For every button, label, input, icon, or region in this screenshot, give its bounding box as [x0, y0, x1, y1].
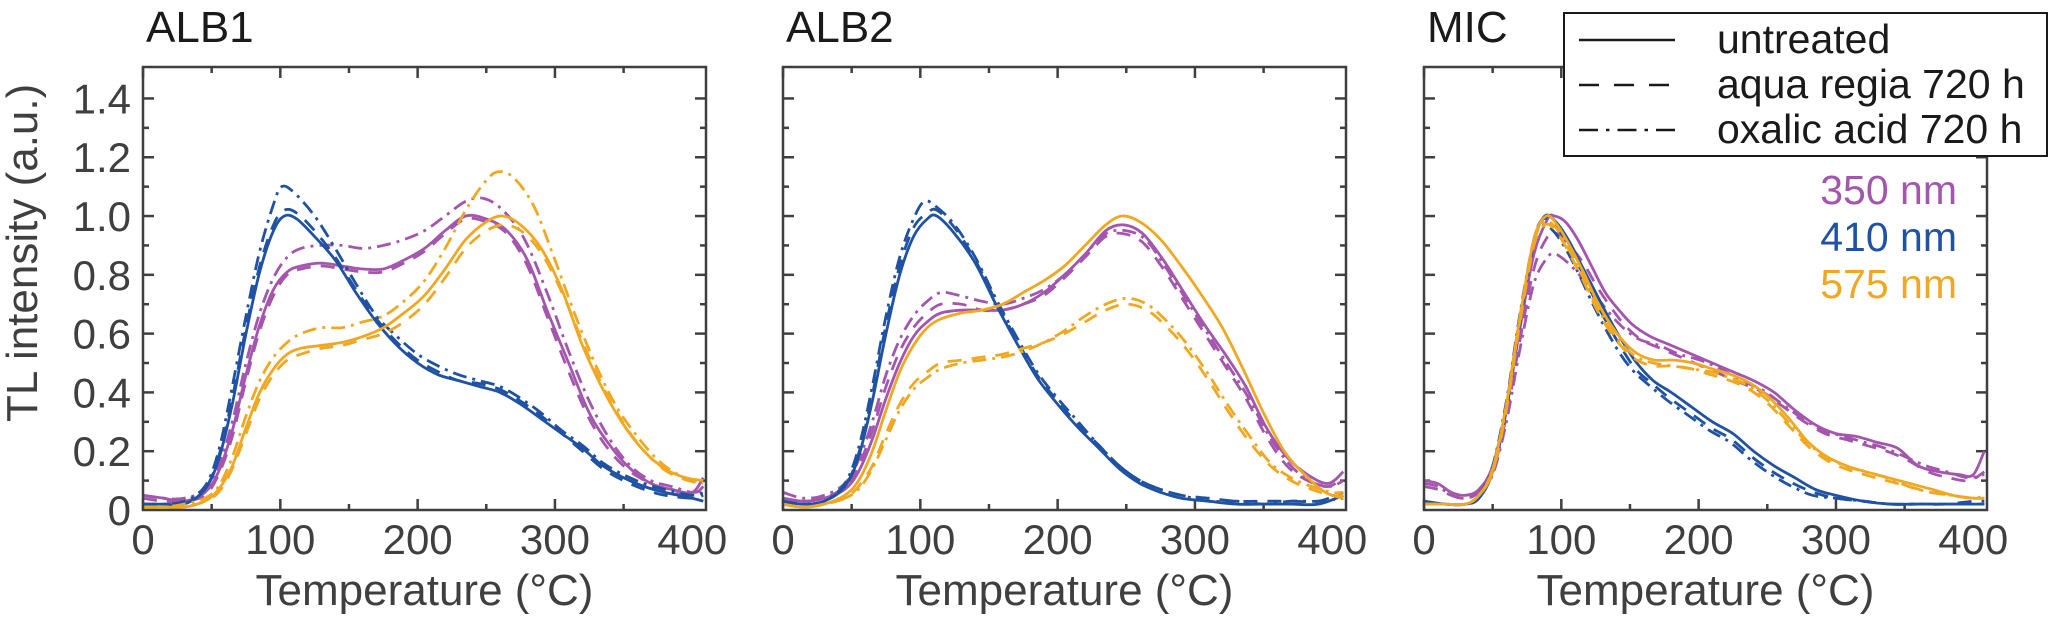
series-575nm-dashed — [1424, 222, 1985, 507]
series-350nm-dashdot — [782, 228, 1344, 500]
panel-title-alb2: ALB2 — [786, 3, 894, 52]
series-350nm-solid — [142, 213, 705, 503]
x-axis-label-alb1: Temperature (°C) — [255, 566, 594, 615]
x-tick-label: 400 — [1938, 516, 2008, 563]
series-410nm-dashed — [1423, 216, 1985, 507]
y-tick-label: 0.8 — [73, 252, 131, 299]
legend-label-untreated: untreated — [1717, 16, 1891, 62]
series-575nm-dashdot — [1424, 219, 1985, 507]
series-350nm-dashed — [782, 231, 1345, 503]
y-tick-label: 0.6 — [73, 311, 131, 358]
x-tick-label: 100 — [245, 516, 315, 563]
legend-label-oxalic-acid: oxalic acid 720 h — [1717, 106, 2023, 152]
x-tick-label: 100 — [885, 516, 955, 563]
series-410nm-solid — [782, 213, 1344, 507]
axes-box — [781, 65, 1348, 512]
series-575nm-dashed — [143, 223, 704, 509]
x-tick-label: 300 — [1801, 516, 1871, 563]
series-410nm-dashed — [143, 207, 704, 507]
series-group — [142, 170, 705, 509]
series-group — [1423, 213, 1986, 507]
x-tick-label: 100 — [1526, 516, 1596, 563]
legend-item-aqua-regia: aqua regia 720 h — [1577, 62, 2046, 107]
legend-item-untreated: untreated — [1577, 17, 2046, 62]
panel-mic: 0 100 200 300 400 — [1412, 65, 2008, 563]
series-350nm-solid — [782, 223, 1345, 503]
axes-box — [141, 65, 708, 512]
series-410nm-dashdot — [142, 184, 704, 506]
series-410nm-dashdot — [782, 199, 1344, 506]
panel-alb2: 0 100 200 300 400 — [771, 65, 1367, 563]
y-tick-label: 0.4 — [73, 369, 131, 416]
panel-title-mic: MIC — [1427, 3, 1508, 52]
x-axis-label-alb2: Temperature (°C) — [895, 566, 1234, 615]
wavelength-label-410nm: 410 nm — [1820, 214, 1957, 260]
solid-line-icon — [1579, 38, 1675, 41]
dashed-line-icon — [1579, 83, 1675, 86]
wavelength-label-350nm: 350 nm — [1820, 167, 1957, 213]
series-350nm-dashed — [142, 216, 705, 504]
x-tick-label: 200 — [383, 516, 453, 563]
x-tick-label: 300 — [520, 516, 590, 563]
series-410nm-dashed — [782, 207, 1344, 506]
series-350nm-dashdot — [142, 196, 704, 501]
x-tick-label: 200 — [1023, 516, 1093, 563]
series-350nm-dashdot — [1423, 252, 1985, 500]
y-tick-label: 1.2 — [73, 134, 131, 181]
series-575nm-solid — [782, 214, 1344, 509]
y-axis-label: TL intensity (a.u.) — [0, 83, 47, 422]
legend-item-oxalic-acid: oxalic acid 720 h — [1577, 107, 2046, 152]
x-axis-label-mic: Temperature (°C) — [1536, 566, 1875, 615]
x-tick-label: 0 — [131, 516, 154, 563]
x-tick-label: 400 — [1297, 516, 1367, 563]
y-tick-label: 0.2 — [73, 428, 131, 475]
x-tick-label: 300 — [1160, 516, 1230, 563]
y-tick-label: 0 — [108, 487, 131, 534]
x-tick-label: 0 — [1412, 516, 1435, 563]
wavelength-label-575nm: 575 nm — [1820, 261, 1957, 307]
legend: untreated aqua regia 720 h oxalic acid 7… — [1563, 12, 2048, 157]
series-group — [782, 199, 1345, 509]
dashdot-line-icon — [1579, 128, 1675, 131]
y-tick-label: 1.0 — [73, 193, 131, 240]
series-575nm-dashdot — [142, 170, 704, 509]
series-575nm-dashdot — [782, 296, 1344, 509]
panel-title-alb1: ALB1 — [146, 3, 254, 52]
legend-label-aqua-regia: aqua regia 720 h — [1717, 61, 2025, 107]
x-tick-label: 400 — [657, 516, 727, 563]
x-tick-label: 200 — [1664, 516, 1734, 563]
tick-marks — [781, 67, 1346, 510]
y-tick-label: 1.4 — [73, 75, 131, 122]
x-tick-label: 0 — [771, 516, 794, 563]
